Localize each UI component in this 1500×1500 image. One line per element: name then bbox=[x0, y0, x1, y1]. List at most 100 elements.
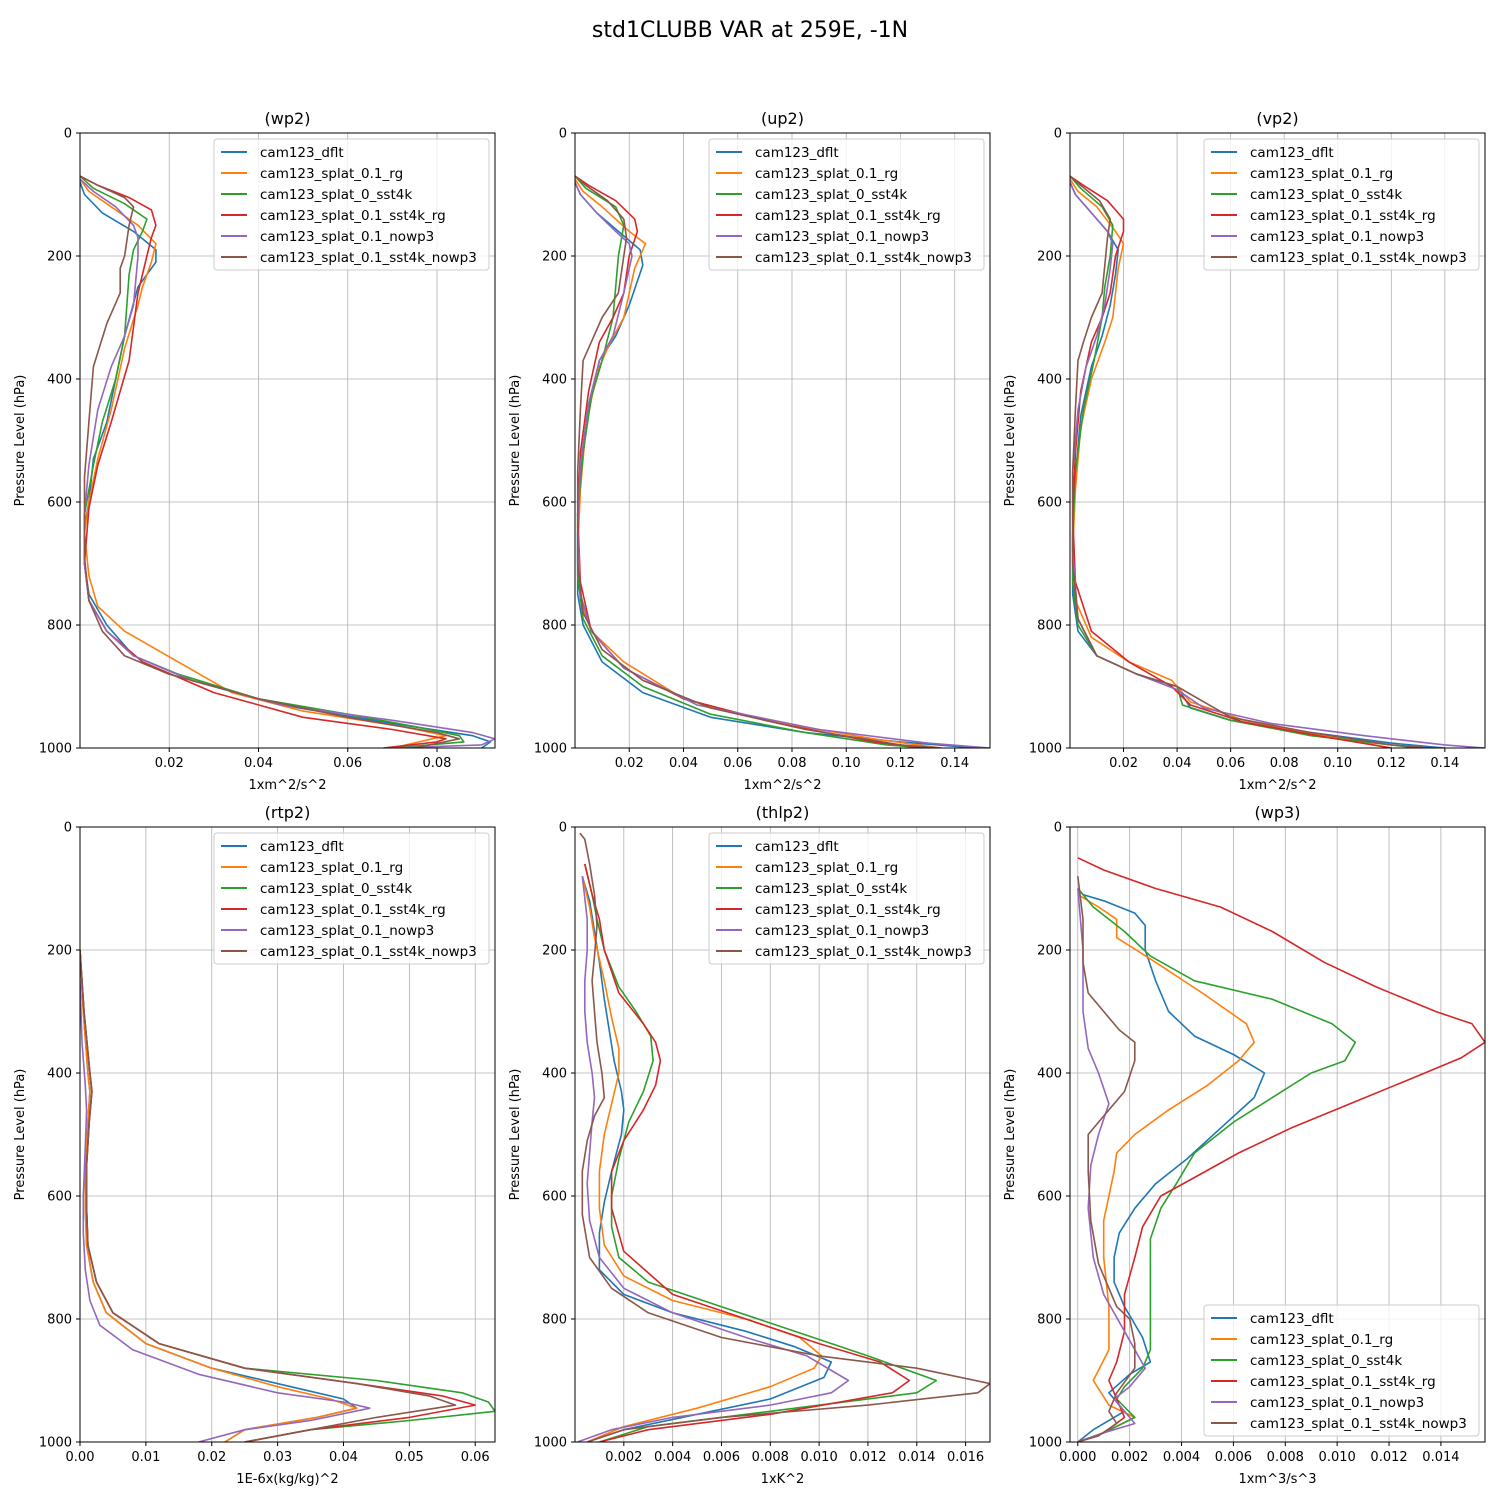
chart-panel: 0.02 0.04 0.06 0.08 0.10 0.12 0.14 0 200 400 600 80… bbox=[1003, 109, 1486, 793]
series-line-cam123_splat_0.1_sst4k_nowp3 bbox=[575, 175, 942, 748]
axes-frame bbox=[79, 826, 496, 1443]
series-line-cam123_splat_0.1_nowp3 bbox=[80, 980, 371, 1442]
series-group bbox=[575, 175, 990, 748]
axes-frame bbox=[574, 826, 991, 1443]
series-line-cam123_splat_0.1_sst4k_nowp3 bbox=[80, 949, 457, 1442]
panel-title: (wp3) bbox=[1255, 803, 1301, 822]
panel-title: (up2) bbox=[761, 109, 804, 128]
figure-title: std1CLUBB VAR at 259E, -1N bbox=[592, 18, 908, 43]
x-tick-label: 0.02 bbox=[155, 756, 184, 771]
legend-label: cam123_splat_0.1_nowp3 bbox=[755, 923, 929, 939]
x-tick-label: 0.10 bbox=[832, 756, 861, 771]
y-tick-label: 1000 bbox=[39, 742, 72, 757]
y-axis-label: Pressure Level (hPa) bbox=[1003, 375, 1018, 507]
legend-label: cam123_splat_0.1_rg bbox=[1250, 166, 1393, 182]
series-line-cam123_dflt bbox=[581, 875, 833, 1442]
y-tick-label: 1000 bbox=[1029, 1436, 1062, 1451]
y-axis-label: Pressure Level (hPa) bbox=[1003, 1069, 1018, 1201]
x-tick-label: 0.10 bbox=[1323, 756, 1352, 771]
legend-box bbox=[1203, 138, 1480, 271]
chart-panel: 0.02 0.04 0.06 0.08 0.10 0.12 0.14 0 200 400 600 80… bbox=[508, 109, 991, 793]
legend-label: cam123_splat_0.1_rg bbox=[755, 166, 898, 182]
x-tick-label: 0.002 bbox=[1111, 1450, 1148, 1465]
panel-title: (wp2) bbox=[265, 109, 311, 128]
series-line-cam123_splat_0_sst4k bbox=[1077, 887, 1357, 1442]
panels-container: 0.02 0.04 0.06 0.08 0 200 400 600 800 1000 (wp2) 1x… bbox=[13, 109, 1486, 1487]
y-tick-label: 0 bbox=[64, 127, 72, 142]
y-tick-label: 600 bbox=[542, 1190, 567, 1205]
x-tick-label: 0.008 bbox=[752, 1450, 789, 1465]
x-tick-label: 0.14 bbox=[1430, 756, 1459, 771]
series-line-cam123_splat_0.1_sst4k_nowp3 bbox=[1070, 175, 1432, 748]
panel-title: (thlp2) bbox=[756, 803, 810, 822]
series-line-cam123_splat_0.1_rg bbox=[1070, 178, 1392, 748]
x-tick-label: 0.016 bbox=[947, 1450, 984, 1465]
legend-label: cam123_splat_0.1_rg bbox=[1250, 1332, 1393, 1348]
series-line-cam123_splat_0.1_nowp3 bbox=[577, 876, 850, 1442]
axes-frame bbox=[574, 132, 991, 749]
legend: cam123_dflt cam123_splat_0.1_rg cam123_spl… bbox=[213, 832, 490, 965]
x-tick-label: 0.010 bbox=[801, 1450, 838, 1465]
legend-label: cam123_splat_0.1_rg bbox=[260, 860, 403, 876]
legend-label: cam123_splat_0_sst4k bbox=[260, 187, 412, 203]
legend-label: cam123_splat_0.1_nowp3 bbox=[755, 229, 929, 245]
y-tick-label: 200 bbox=[47, 944, 72, 959]
legend-label: cam123_splat_0.1_sst4k_rg bbox=[260, 902, 446, 918]
y-tick-label: 1000 bbox=[534, 1436, 567, 1451]
y-tick-label: 400 bbox=[47, 1067, 72, 1082]
series-line-cam123_splat_0.1_sst4k_nowp3 bbox=[1077, 876, 1136, 1442]
x-tick-label: 0.04 bbox=[669, 756, 698, 771]
legend-box bbox=[1203, 1304, 1480, 1437]
axes-frame bbox=[1069, 826, 1486, 1443]
y-tick-label: 1000 bbox=[39, 1436, 72, 1451]
legend-label: cam123_splat_0.1_nowp3 bbox=[1250, 229, 1424, 245]
legend-label: cam123_dflt bbox=[1250, 145, 1334, 161]
legend-label: cam123_splat_0.1_sst4k_nowp3 bbox=[260, 944, 477, 960]
legend-label: cam123_splat_0.1_sst4k_rg bbox=[755, 208, 941, 224]
x-tick-label: 0.014 bbox=[898, 1450, 935, 1465]
y-tick-label: 1000 bbox=[534, 742, 567, 757]
series-group bbox=[577, 832, 990, 1442]
series-line-cam123_splat_0.1_rg bbox=[1077, 893, 1255, 1442]
legend-label: cam123_dflt bbox=[755, 839, 839, 855]
series-line-cam123_splat_0.1_rg bbox=[80, 949, 358, 1442]
x-tick-label: 0.06 bbox=[333, 756, 362, 771]
x-tick-label: 0.02 bbox=[615, 756, 644, 771]
x-axis-label: 1xm^3/s^3 bbox=[1238, 1472, 1316, 1487]
series-line-cam123_dflt bbox=[1077, 887, 1266, 1442]
legend-label: cam123_splat_0.1_sst4k_nowp3 bbox=[755, 944, 972, 960]
y-tick-label: 600 bbox=[542, 496, 567, 511]
series-line-cam123_splat_0.1_sst4k_rg bbox=[584, 863, 911, 1442]
series-line-cam123_splat_0.1_sst4k_rg bbox=[80, 175, 447, 748]
legend: cam123_dflt cam123_splat_0.1_rg cam123_spl… bbox=[1203, 1304, 1480, 1437]
y-tick-label: 0 bbox=[559, 127, 567, 142]
x-axis-label: 1xm^2/s^2 bbox=[248, 778, 326, 793]
x-tick-label: 0.08 bbox=[423, 756, 452, 771]
x-tick-label: 0.02 bbox=[1109, 756, 1138, 771]
x-axis-label: 1xK^2 bbox=[761, 1472, 805, 1487]
y-tick-label: 800 bbox=[542, 619, 567, 634]
legend-box bbox=[213, 832, 490, 965]
x-tick-label: 0.06 bbox=[723, 756, 752, 771]
y-tick-label: 200 bbox=[542, 944, 567, 959]
legend: cam123_dflt cam123_splat_0.1_rg cam123_spl… bbox=[708, 138, 985, 271]
y-tick-label: 400 bbox=[1037, 373, 1062, 388]
chart-panel: 0.00 0.01 0.02 0.03 0.04 0.05 0.06 0 200 400 600 80… bbox=[13, 803, 496, 1487]
legend-label: cam123_dflt bbox=[260, 145, 344, 161]
y-axis-label: Pressure Level (hPa) bbox=[13, 375, 28, 507]
x-tick-label: 0.04 bbox=[1163, 756, 1192, 771]
y-tick-label: 0 bbox=[64, 821, 72, 836]
y-tick-label: 600 bbox=[47, 496, 72, 511]
y-tick-label: 400 bbox=[542, 1067, 567, 1082]
series-line-cam123_splat_0.1_sst4k_nowp3 bbox=[579, 832, 990, 1442]
series-group bbox=[80, 175, 495, 748]
x-tick-label: 0.012 bbox=[849, 1450, 886, 1465]
y-axis-label: Pressure Level (hPa) bbox=[13, 1069, 28, 1201]
legend: cam123_dflt cam123_splat_0.1_rg cam123_spl… bbox=[1203, 138, 1480, 271]
x-tick-label: 0.002 bbox=[605, 1450, 642, 1465]
y-tick-label: 200 bbox=[542, 250, 567, 265]
y-tick-label: 600 bbox=[1037, 496, 1062, 511]
x-tick-label: 0.14 bbox=[940, 756, 969, 771]
chart-panel: 0.002 0.004 0.006 0.008 0.010 0.012 0.014 0.016… bbox=[508, 803, 991, 1487]
x-tick-label: 0.05 bbox=[395, 1450, 424, 1465]
